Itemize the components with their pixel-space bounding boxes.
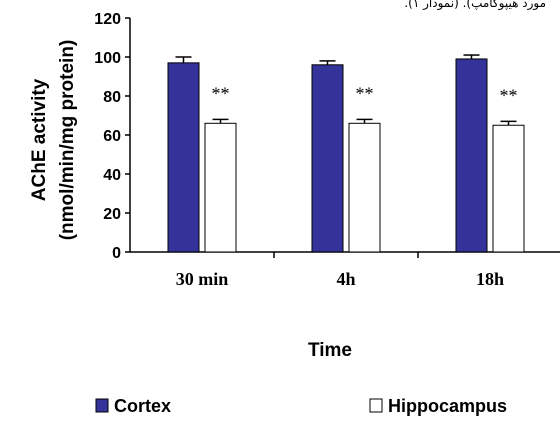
y-tick-label: 120 xyxy=(94,11,121,28)
y-tick-label: 20 xyxy=(103,206,121,223)
significance-label: ** xyxy=(500,85,518,105)
x-axis: 30 min 4h 18h xyxy=(130,251,560,289)
y-tick-label: 60 xyxy=(103,128,121,145)
x-axis-title: Time xyxy=(308,340,352,361)
bar-cortex xyxy=(311,64,344,253)
bar-cortex xyxy=(167,62,200,253)
bar-hippocampus xyxy=(204,122,237,253)
header-text-fragment: مورد هیپوکامپ). (نمودار ۱). xyxy=(404,0,546,10)
bar-cortex xyxy=(455,58,488,253)
significance-label: ** xyxy=(212,83,230,103)
legend-swatch-hippocampus xyxy=(369,398,383,413)
legend-label-cortex: Cortex xyxy=(114,396,171,416)
legend: Cortex Hippocampus xyxy=(95,396,507,416)
bars: ** ** ** xyxy=(167,54,525,253)
x-tick-label: 18h xyxy=(476,269,504,289)
x-tick-label: 30 min xyxy=(176,269,229,289)
axis-titles: AChE activity (nmol/min/mg protein) Time xyxy=(29,40,352,361)
bar-hippocampus xyxy=(348,122,381,253)
y-tick-label: 40 xyxy=(103,167,121,184)
x-tick-label: 4h xyxy=(336,269,355,289)
legend-label-hippocampus: Hippocampus xyxy=(388,396,507,416)
significance-label: ** xyxy=(356,83,374,103)
y-tick-label: 100 xyxy=(94,50,121,67)
y-axis: 0 20 40 60 80 100 120 xyxy=(94,11,131,262)
y-axis-title-line2: (nmol/min/mg protein) xyxy=(57,40,78,241)
y-tick-label: 80 xyxy=(103,89,121,106)
legend-swatch-cortex xyxy=(95,398,109,413)
y-axis-title-line1: AChE activity xyxy=(29,78,50,201)
y-tick-label: 0 xyxy=(112,245,121,262)
bar-hippocampus xyxy=(492,124,525,253)
